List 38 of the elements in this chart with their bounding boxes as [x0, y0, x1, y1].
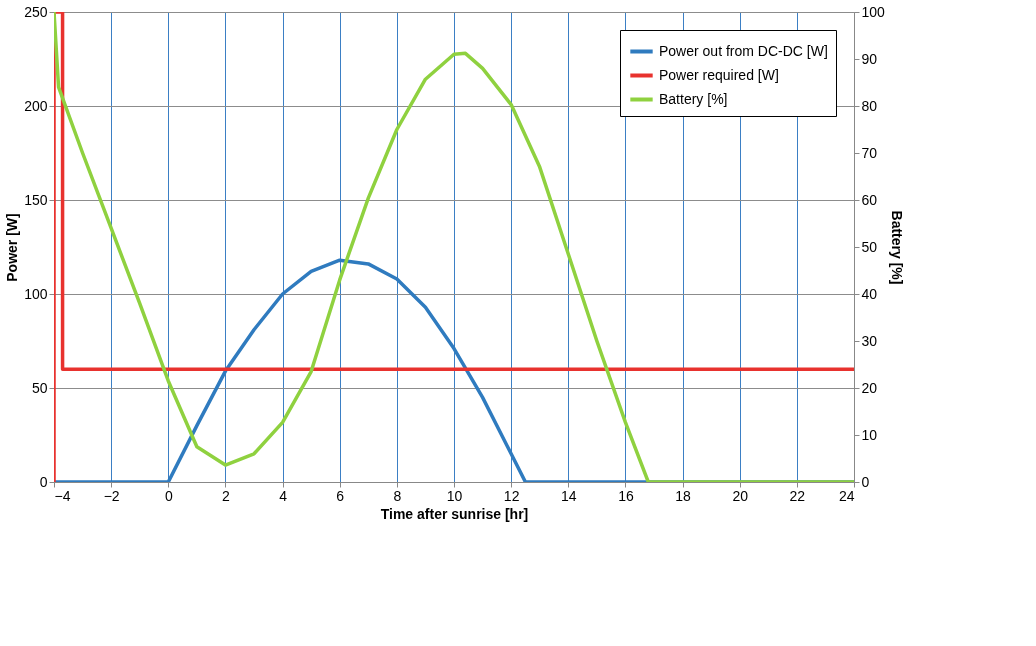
y2-axis-title: Battery [%]	[888, 210, 905, 285]
legend-label: Power required [W]	[659, 66, 779, 83]
y2-tick-label: 0	[861, 473, 870, 490]
x-tick-label: 14	[561, 487, 577, 504]
y-tick-label: 100	[24, 285, 48, 302]
x-tick-label: 0	[164, 487, 173, 504]
x-tick-label: 6	[336, 487, 345, 504]
x-axis-title: Time after sunrise [hr]	[380, 505, 529, 522]
y2-tick-label: 70	[861, 144, 878, 161]
x-tick-label: 12	[503, 487, 520, 504]
y2-tick-label: 30	[861, 332, 878, 349]
y2-tick-label: 100	[861, 3, 886, 20]
legend-label: Battery [%]	[659, 90, 728, 107]
y-axis-title: Power [W]	[4, 213, 21, 282]
y-tick-label: 0	[39, 473, 48, 490]
y2-tick-label: 90	[861, 50, 878, 67]
y-tick-label: 200	[24, 97, 48, 114]
x-tick-label: −4	[54, 487, 71, 504]
x-tick-label: 10	[446, 487, 463, 504]
x-tick-label: −2	[103, 487, 120, 504]
legend-label: Power out from DC-DC [W]	[659, 42, 828, 59]
x-tick-label: 4	[279, 487, 288, 504]
y2-tick-label: 50	[861, 238, 878, 255]
x-tick-label: 18	[675, 487, 692, 504]
y-tick-label: 150	[24, 191, 48, 208]
x-tick-label: 2	[222, 487, 231, 504]
y-tick-label: 250	[24, 3, 48, 20]
x-tick-label: 8	[393, 487, 402, 504]
y2-tick-label: 80	[861, 97, 878, 114]
y-tick-label: 50	[31, 379, 48, 396]
y2-tick-label: 60	[861, 191, 878, 208]
x-tick-label: 22	[789, 487, 806, 504]
y2-tick-label: 40	[861, 285, 878, 302]
x-tick-label: 20	[732, 487, 749, 504]
x-tick-label: 16	[618, 487, 634, 504]
y2-tick-label: 20	[861, 379, 878, 396]
x-tick-label: 24	[838, 487, 855, 504]
y2-tick-label: 10	[861, 426, 878, 443]
